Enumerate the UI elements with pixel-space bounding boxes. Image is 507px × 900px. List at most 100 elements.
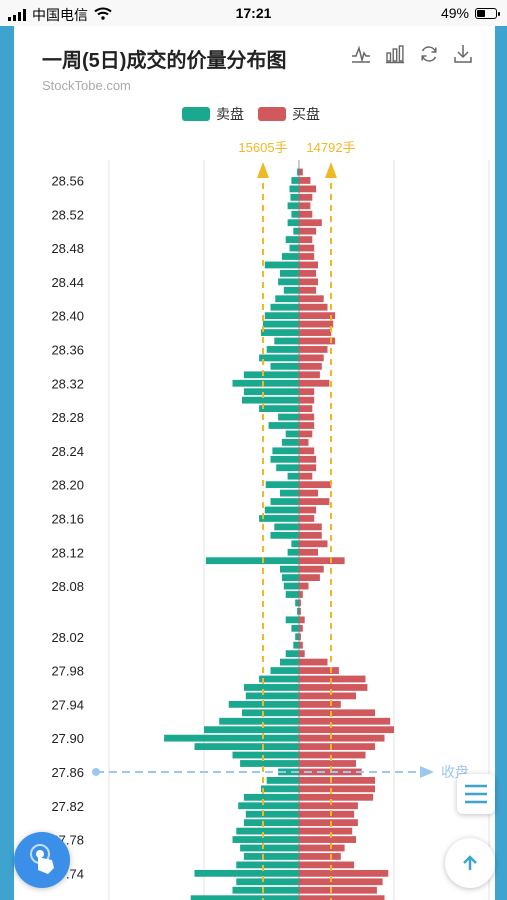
y-tick-label: 28.08 (51, 579, 84, 594)
sell-bar (243, 853, 299, 860)
sell-bar (281, 253, 299, 260)
sell-bar (289, 244, 299, 252)
buy-bar (299, 675, 366, 683)
sell-bar (264, 312, 299, 320)
y-tick-label: 28.44 (51, 275, 84, 290)
sell-bar (276, 464, 299, 472)
sell-total-label: 15605手 (238, 140, 287, 155)
sell-bar (297, 608, 299, 615)
buy-bar (299, 278, 318, 286)
y-tick-label: 28.48 (51, 241, 84, 256)
sell-bar (285, 650, 299, 658)
sell-bar (242, 709, 299, 717)
buy-bar (299, 886, 377, 894)
buy-bar (299, 253, 315, 260)
buy-bar (299, 439, 309, 446)
sell-bar (293, 641, 299, 649)
buy-bar (299, 422, 315, 429)
sell-bar (243, 819, 299, 827)
buy-bar (299, 320, 334, 328)
legend-item-sell[interactable]: 卖盘 (182, 104, 244, 124)
sell-bar (261, 329, 299, 336)
sell-bar (290, 193, 299, 201)
buy-bar (299, 785, 375, 793)
scroll-top-button[interactable] (445, 838, 495, 888)
wifi-icon (94, 7, 112, 23)
volume-mark-arrow (325, 162, 337, 178)
y-tick-label: 28.12 (51, 545, 84, 560)
buy-bar (299, 455, 317, 463)
buy-bar (299, 236, 313, 243)
buy-bar (299, 295, 324, 303)
sell-bar (291, 624, 299, 632)
sell-bar (270, 531, 299, 539)
buy-bar (299, 193, 313, 201)
sell-bar (204, 726, 299, 734)
sell-bar (266, 777, 299, 784)
buy-bar (299, 261, 318, 269)
buy-bar (299, 760, 356, 767)
sell-bar (262, 320, 299, 328)
buy-bar (299, 354, 324, 362)
sell-bar (240, 760, 299, 767)
buy-bar (299, 396, 315, 404)
buy-bar (299, 574, 320, 581)
sell-bar (281, 439, 299, 446)
line-chart-icon[interactable] (351, 44, 371, 64)
sell-bar (190, 895, 299, 900)
sell-bar (274, 523, 299, 531)
buy-bar (299, 540, 328, 548)
sell-bar (270, 303, 299, 311)
sell-bar (297, 168, 299, 176)
page-title: 一周(5日)成交的价量分布图 (42, 50, 287, 72)
buy-bar (299, 346, 328, 353)
menu-button[interactable] (457, 774, 495, 814)
buy-bar (299, 523, 322, 531)
close-line-arrow (420, 765, 434, 778)
sell-bar (270, 667, 299, 674)
buy-bar (299, 557, 345, 565)
refresh-icon[interactable] (419, 44, 439, 64)
sell-bar (285, 591, 299, 598)
y-tick-label: 27.94 (51, 697, 84, 712)
sell-bar (291, 177, 299, 184)
y-tick-label: 27.90 (51, 731, 84, 746)
buy-bar (299, 515, 315, 522)
sell-bar (236, 878, 299, 886)
sell-bar (278, 278, 299, 286)
buy-bar (299, 616, 305, 624)
buy-bar (299, 430, 313, 438)
buy-bar (299, 303, 328, 311)
buy-bar (299, 202, 311, 210)
y-tick-label: 28.40 (51, 309, 84, 324)
buy-bar (299, 489, 318, 497)
y-tick-label: 28.28 (51, 410, 84, 425)
sell-bar (266, 346, 299, 353)
sell-bar (264, 261, 299, 269)
buy-bar (299, 633, 301, 641)
chart-toolbar (351, 44, 473, 64)
sell-bar (287, 548, 299, 556)
carrier-name: 中国电信 (32, 7, 88, 23)
sell-bar (281, 574, 299, 581)
buy-bar (299, 548, 318, 556)
download-icon[interactable] (453, 44, 473, 64)
buy-bar (299, 658, 328, 666)
assistive-touch-button[interactable] (14, 832, 70, 888)
sell-bar (243, 388, 299, 396)
sell-bar (285, 236, 299, 243)
buy-bar (299, 869, 389, 877)
buy-bar (299, 286, 317, 294)
legend-item-buy[interactable]: 买盘 (258, 104, 320, 124)
sell-bar (232, 886, 299, 894)
sell-bar (280, 489, 299, 497)
buy-bar (299, 270, 317, 277)
y-tick-label: 28.56 (51, 173, 84, 188)
buy-bar (299, 591, 303, 598)
bar-chart-icon[interactable] (385, 44, 405, 64)
buy-bar (299, 734, 385, 742)
buy-bar (299, 717, 391, 725)
sell-bar (285, 430, 299, 438)
buy-bar (299, 641, 303, 649)
